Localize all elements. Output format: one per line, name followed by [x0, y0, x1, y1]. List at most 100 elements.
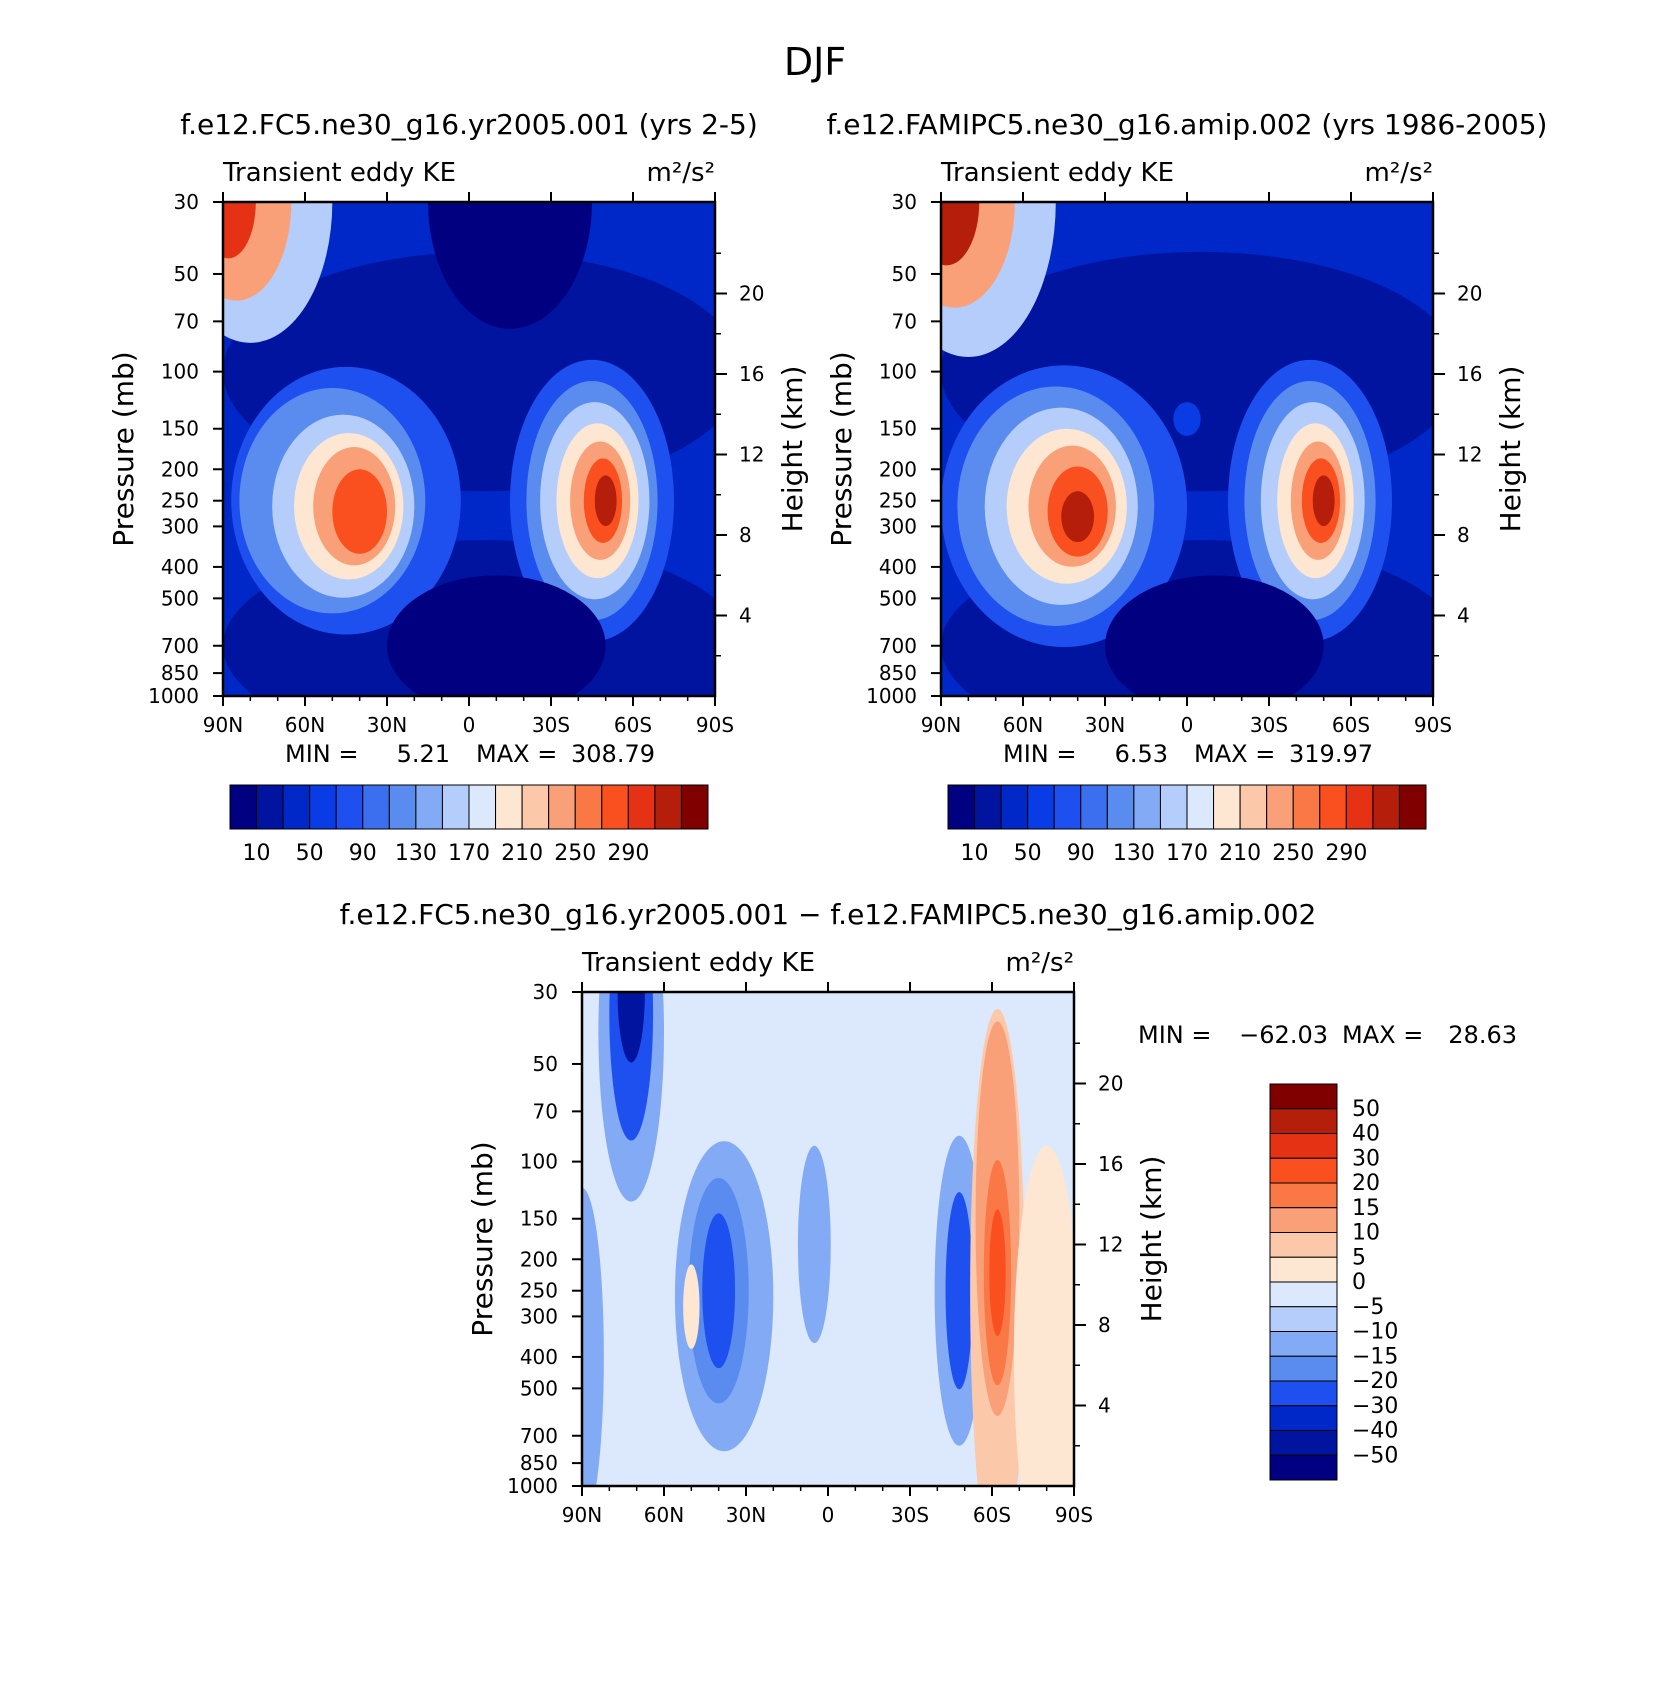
- contour-region: [428, 202, 592, 329]
- contour-field: [941, 202, 1433, 696]
- min-label: MIN =: [1138, 1021, 1211, 1049]
- colorbar-box: [495, 784, 523, 830]
- colorbar-label: 250: [554, 841, 596, 866]
- colorbar-box: [1269, 1331, 1338, 1357]
- y-tick-label: 30: [174, 190, 199, 214]
- contour-field: [223, 202, 715, 696]
- contour-region: [797, 1145, 831, 1344]
- colorbar-box: [1292, 784, 1321, 830]
- y2-tick-label: 12: [739, 442, 764, 466]
- max-value: 308.79: [571, 740, 655, 768]
- y-tick-label: 1000: [866, 684, 917, 708]
- contour-region: [617, 992, 645, 1063]
- colorbar-label: 50: [1014, 841, 1042, 866]
- colorbar-box: [1269, 1157, 1338, 1184]
- contour-region: [945, 1192, 973, 1390]
- colorbar-box: [441, 784, 470, 830]
- x-tick-label: 60S: [614, 713, 652, 737]
- colorbar-box: [1319, 784, 1347, 830]
- colorbar-box: [1269, 1281, 1338, 1308]
- y-axis-label: Pressure (mb): [466, 1141, 499, 1336]
- colorbar-label: −30: [1352, 1394, 1398, 1419]
- y-tick-label: 400: [161, 555, 199, 579]
- min-label: MIN =: [285, 740, 358, 768]
- colorbar-label: 30: [1352, 1146, 1380, 1171]
- y-tick-label: 1000: [148, 684, 199, 708]
- y-tick-label: 100: [161, 360, 199, 384]
- colorbar-box: [521, 784, 550, 830]
- colorbar-label: −40: [1352, 1419, 1398, 1444]
- y2-tick-label: 8: [739, 523, 752, 547]
- colorbar-box: [601, 784, 629, 830]
- x-tick-label: 0: [1181, 713, 1194, 737]
- x-tick-label: 60N: [1003, 713, 1043, 737]
- colorbar-label: 170: [1166, 841, 1208, 866]
- y-tick-label: 30: [892, 190, 917, 214]
- y-tick-label: 250: [520, 1279, 558, 1303]
- colorbar-box: [1398, 784, 1427, 830]
- colorbar-box: [1239, 784, 1268, 830]
- units-label: m²/s²: [647, 158, 715, 188]
- min-value: 6.53: [1115, 740, 1168, 768]
- colorbar-box: [1372, 784, 1400, 830]
- colorbar-box: [1269, 1133, 1338, 1159]
- colorbar-box: [1345, 784, 1374, 830]
- y2-tick-label: 20: [1457, 281, 1482, 305]
- colorbar-label: 50: [1352, 1097, 1380, 1122]
- contour-region: [332, 469, 387, 554]
- contour-region: [702, 1213, 736, 1369]
- colorbar-label: 290: [607, 841, 649, 866]
- max-label: MAX =: [1194, 740, 1275, 768]
- colorbar-box: [415, 784, 443, 830]
- colorbar-box: [1027, 784, 1055, 830]
- colorbar-label: 10: [1352, 1221, 1380, 1246]
- axes: 90N 60N 30N 0 30S 60S 90S 30 50 70 100 150 200 250300…: [507, 980, 1123, 1527]
- y2-tick-label: 16: [739, 362, 764, 386]
- x-tick-label: 30N: [367, 713, 407, 737]
- x-tick-label: 60N: [285, 713, 325, 737]
- colorbar-box: [1269, 1207, 1338, 1233]
- panel-top-right: f.e12.FAMIPC5.ne30_g16.amip.002 (yrs 198…: [825, 108, 1547, 866]
- colorbar-box: [1269, 1083, 1338, 1110]
- y2-tick-label: 8: [1098, 1313, 1111, 1337]
- contour-region: [1013, 1145, 1074, 1486]
- colorbar-box: [1269, 1380, 1338, 1407]
- colorbar-label: 170: [448, 841, 490, 866]
- colorbar-box: [309, 784, 337, 830]
- y-tick-label: 850: [879, 661, 917, 685]
- contour-region: [941, 202, 980, 266]
- colorbar-box: [1269, 1430, 1338, 1456]
- colorbar-box: [1133, 784, 1161, 830]
- x-tick-label: 30S: [891, 1503, 929, 1527]
- contour-region: [594, 475, 617, 527]
- x-tick-label: 90S: [696, 713, 734, 737]
- axes: 90N 60N 30N 0 30S 60S 90S 30 50 70 100 150 200 250300…: [148, 190, 764, 737]
- colorbar-box: [1269, 1182, 1338, 1209]
- y-tick-label: 150: [161, 417, 199, 441]
- season-title: DJF: [784, 40, 846, 84]
- y2-tick-label: 8: [1457, 523, 1470, 547]
- colorbar-box: [680, 784, 709, 830]
- y-tick-label: 70: [892, 309, 917, 333]
- colorbar-label: 0: [1352, 1270, 1366, 1295]
- y-tick-label: 100: [520, 1150, 558, 1174]
- colorbar-box: [1106, 784, 1135, 830]
- variable-label: Transient eddy KE: [940, 158, 1174, 188]
- y-tick-label: 1000: [507, 1474, 558, 1498]
- y-tick-label: 70: [174, 309, 199, 333]
- colorbar: 10 50 90 130 170 210 250 290: [229, 784, 709, 866]
- colorbar-label: 40: [1352, 1122, 1380, 1147]
- colorbar-label: −5: [1352, 1295, 1384, 1320]
- y2-tick-label: 16: [1098, 1152, 1123, 1176]
- colorbar-box: [1159, 784, 1188, 830]
- x-tick-label: 60S: [973, 1503, 1011, 1527]
- x-tick-label: 90S: [1414, 713, 1452, 737]
- units-label: m²/s²: [1365, 158, 1433, 188]
- y2-tick-label: 4: [1457, 603, 1470, 627]
- max-label: MAX =: [1342, 1021, 1423, 1049]
- colorbar-box: [282, 784, 311, 830]
- y2-tick-label: 12: [1098, 1232, 1123, 1256]
- colorbar-box: [1269, 1454, 1338, 1481]
- max-label: MAX =: [476, 740, 557, 768]
